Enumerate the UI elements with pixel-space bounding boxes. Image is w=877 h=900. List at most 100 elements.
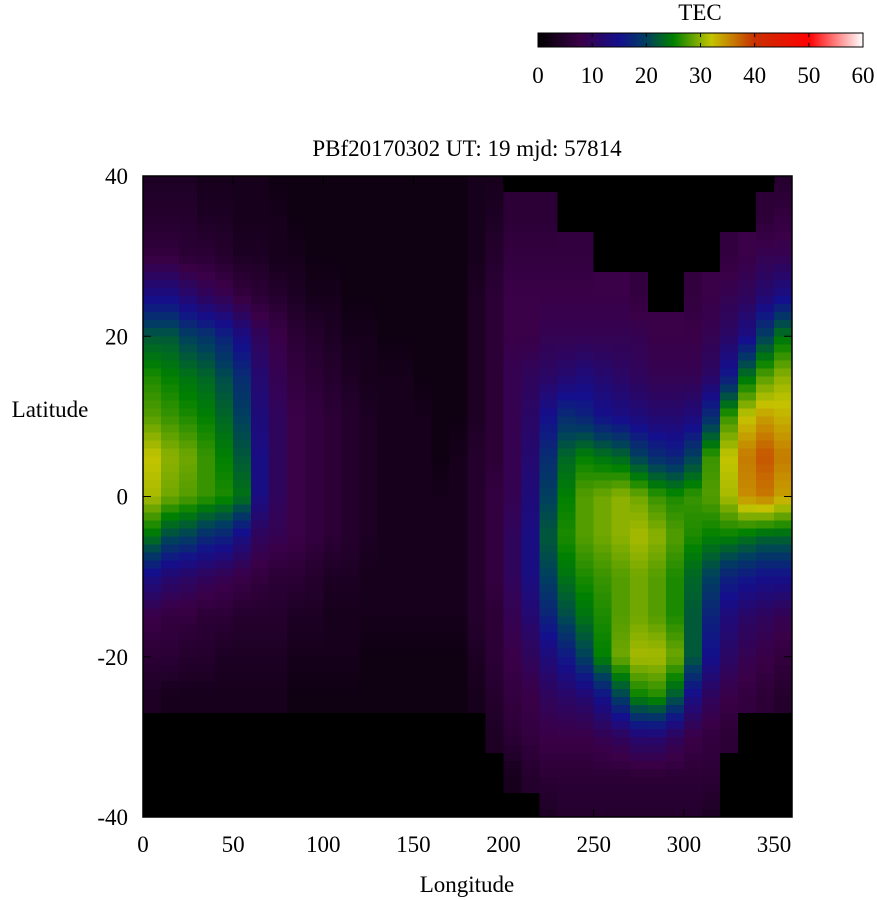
heatmap-cell [341, 584, 360, 594]
heatmap-cell [395, 320, 414, 329]
heatmap-cell [467, 280, 487, 289]
heatmap-cell [629, 456, 649, 465]
heatmap-cell [251, 544, 270, 554]
colorbar-tick-label: 30 [689, 63, 712, 88]
heatmap-cell [521, 376, 541, 385]
heatmap-cell [575, 304, 595, 313]
heatmap-cell [593, 400, 613, 409]
heatmap-cell [683, 232, 703, 241]
heatmap-cell [683, 208, 703, 217]
heatmap-cell [539, 264, 559, 273]
heatmap-cell [305, 584, 324, 594]
heatmap-cell [359, 224, 378, 233]
heatmap-cell [719, 696, 739, 706]
heatmap-cell [485, 632, 505, 642]
heatmap-cell [665, 488, 685, 497]
heatmap-cell [359, 288, 378, 297]
heatmap-cell [431, 560, 450, 570]
heatmap-cell [719, 280, 739, 289]
heatmap-cell [665, 560, 685, 570]
heatmap-cell [467, 384, 487, 393]
heatmap-cell [557, 432, 577, 441]
heatmap-cell [755, 656, 775, 666]
heatmap-cell [323, 200, 342, 209]
heatmap-cell [593, 600, 613, 610]
heatmap-cell [413, 504, 432, 514]
heatmap-cell [629, 520, 649, 530]
heatmap-cell [341, 208, 360, 217]
heatmap-cell [629, 808, 649, 818]
heatmap-cell [467, 584, 487, 594]
heatmap-cell [629, 192, 649, 201]
heatmap-cell [359, 800, 378, 810]
heatmap-cell [575, 712, 595, 722]
heatmap-cell [143, 808, 162, 818]
heatmap-cell [287, 472, 306, 481]
heatmap-cell [341, 464, 360, 473]
heatmap-cell [575, 440, 595, 449]
heatmap-cell [683, 576, 703, 586]
heatmap-cell [251, 232, 270, 241]
heatmap-cell [215, 768, 234, 778]
heatmap-cell [341, 272, 360, 281]
heatmap-cell [197, 488, 216, 497]
heatmap-cell [233, 272, 252, 281]
heatmap-cell [755, 272, 775, 281]
heatmap-cell [305, 656, 324, 666]
heatmap-cell [215, 520, 234, 530]
heatmap-cell [647, 408, 667, 417]
heatmap-cell [323, 448, 342, 457]
heatmap-cell [557, 328, 577, 337]
heatmap-cell [503, 392, 523, 401]
heatmap-cell [431, 200, 450, 209]
heatmap-cell [755, 792, 775, 802]
heatmap-cell [269, 560, 288, 570]
heatmap-cell [539, 304, 559, 313]
heatmap-cell [395, 544, 414, 554]
heatmap-cell [755, 424, 775, 433]
heatmap-cell [377, 688, 396, 698]
heatmap-cell [755, 216, 775, 225]
heatmap-cell [215, 464, 234, 473]
heatmap-cell [269, 408, 288, 417]
heatmap-cell [485, 560, 505, 570]
heatmap-cell [647, 576, 667, 586]
heatmap-cell [647, 624, 667, 634]
heatmap-cell [323, 792, 342, 802]
heatmap-cell [161, 280, 180, 289]
heatmap-cell [503, 672, 523, 682]
heatmap-cell [611, 632, 631, 642]
heatmap-cell [143, 336, 162, 345]
heatmap-cell [701, 360, 721, 369]
heatmap-cell [449, 240, 468, 249]
heatmap-cell [143, 312, 162, 321]
heatmap-cell [719, 552, 739, 562]
heatmap-cell [755, 608, 775, 618]
heatmap-cell [251, 656, 270, 666]
heatmap-cell [503, 224, 523, 233]
heatmap-cell [161, 792, 180, 802]
heatmap-cell [575, 432, 595, 441]
heatmap-cell [377, 440, 396, 449]
heatmap-cell [719, 424, 739, 433]
heatmap-cell [719, 344, 739, 353]
heatmap-cell [323, 480, 342, 489]
heatmap-cell [719, 232, 739, 241]
heatmap-cell [431, 480, 450, 489]
heatmap-cell [143, 800, 162, 810]
heatmap-cell [377, 176, 396, 185]
heatmap-cell [575, 200, 595, 209]
heatmap-cell [611, 320, 631, 329]
heatmap-cell [215, 328, 234, 337]
heatmap-cell [521, 448, 541, 457]
heatmap-cell [197, 792, 216, 802]
heatmap-cell [485, 456, 505, 465]
heatmap-cell [557, 680, 577, 690]
heatmap-cell [251, 240, 270, 249]
heatmap-cell [161, 304, 180, 313]
heatmap-cell [251, 216, 270, 225]
heatmap-cell [503, 488, 523, 497]
heatmap-cell [773, 480, 793, 489]
heatmap-cell [233, 320, 252, 329]
heatmap-cell [269, 784, 288, 794]
